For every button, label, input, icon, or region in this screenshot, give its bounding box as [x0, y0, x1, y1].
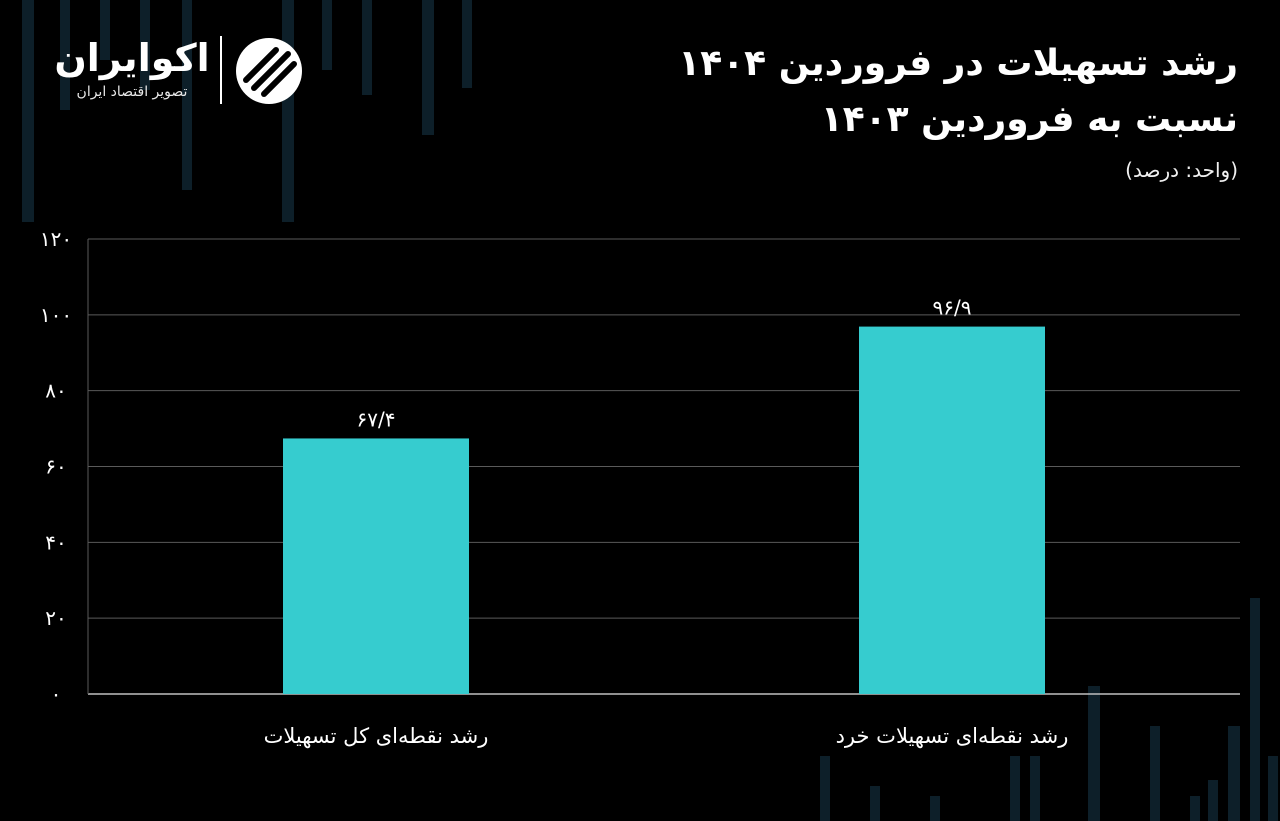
bg-deco-bar-2: [100, 0, 110, 60]
bg-deco-bar-20: [870, 786, 880, 821]
bg-deco-bar-6: [322, 0, 332, 70]
chart-title-line2: نسبت به فروردین ۱۴۰۳: [820, 99, 1238, 140]
bar-0: [283, 438, 469, 694]
brand-name: اکوایران: [54, 36, 210, 80]
bg-deco-bar-16: [1010, 756, 1020, 821]
y-tick-label-100: ۱۰۰: [40, 303, 72, 327]
x-category-label-1: رشد نقطه‌ای تسهیلات خرد: [836, 724, 1069, 748]
bg-deco-bar-7: [362, 0, 372, 95]
brand-logo: اکوایران تصویر اقتصاد ایران: [48, 32, 318, 112]
bg-deco-bar-9: [462, 0, 472, 88]
bg-deco-bar-21: [1208, 780, 1218, 821]
bg-deco-bar-14: [1250, 598, 1260, 821]
y-tick-label-0: ۰: [51, 682, 62, 706]
bg-deco-bar-11: [1150, 726, 1160, 821]
logo-divider: [220, 36, 222, 104]
y-tick-label-20: ۲۰: [45, 606, 66, 630]
bar-1: [859, 326, 1045, 694]
bg-deco-bar-4: [182, 0, 192, 190]
x-category-label-0: رشد نقطه‌ای کل تسهیلات: [264, 724, 489, 748]
bg-deco-bar-12: [1190, 796, 1200, 821]
y-tick-label-40: ۴۰: [45, 530, 66, 554]
bg-deco-bar-10: [1088, 686, 1100, 821]
unit-label: (واحد: درصد): [1125, 158, 1238, 182]
brand-tagline: تصویر اقتصاد ایران: [76, 84, 188, 100]
bg-deco-bar-3: [140, 0, 150, 90]
y-tick-label-80: ۸۰: [45, 379, 66, 403]
brand-mark-icon: [236, 38, 302, 104]
bg-deco-bar-17: [1030, 756, 1040, 821]
y-tick-label-120: ۱۲۰: [40, 227, 72, 251]
bg-deco-bar-13: [1228, 726, 1240, 821]
bg-deco-bar-1: [60, 0, 70, 110]
y-tick-label-60: ۶۰: [45, 455, 66, 479]
data-label-0: ۶۷/۴: [357, 407, 396, 431]
data-label-1: ۹۶/۹: [933, 296, 972, 320]
bg-deco-bar-19: [930, 796, 940, 821]
bg-deco-bar-18: [820, 756, 830, 821]
chart-header: رشد تسهیلات در فروردین ۱۴۰۴ نسبت به فرور…: [618, 36, 1238, 182]
chart-title-line1: رشد تسهیلات در فروردین ۱۴۰۴: [678, 43, 1238, 84]
bg-deco-bar-0: [22, 0, 34, 222]
bg-deco-bar-8: [422, 0, 434, 135]
bg-deco-bar-15: [1268, 756, 1278, 821]
